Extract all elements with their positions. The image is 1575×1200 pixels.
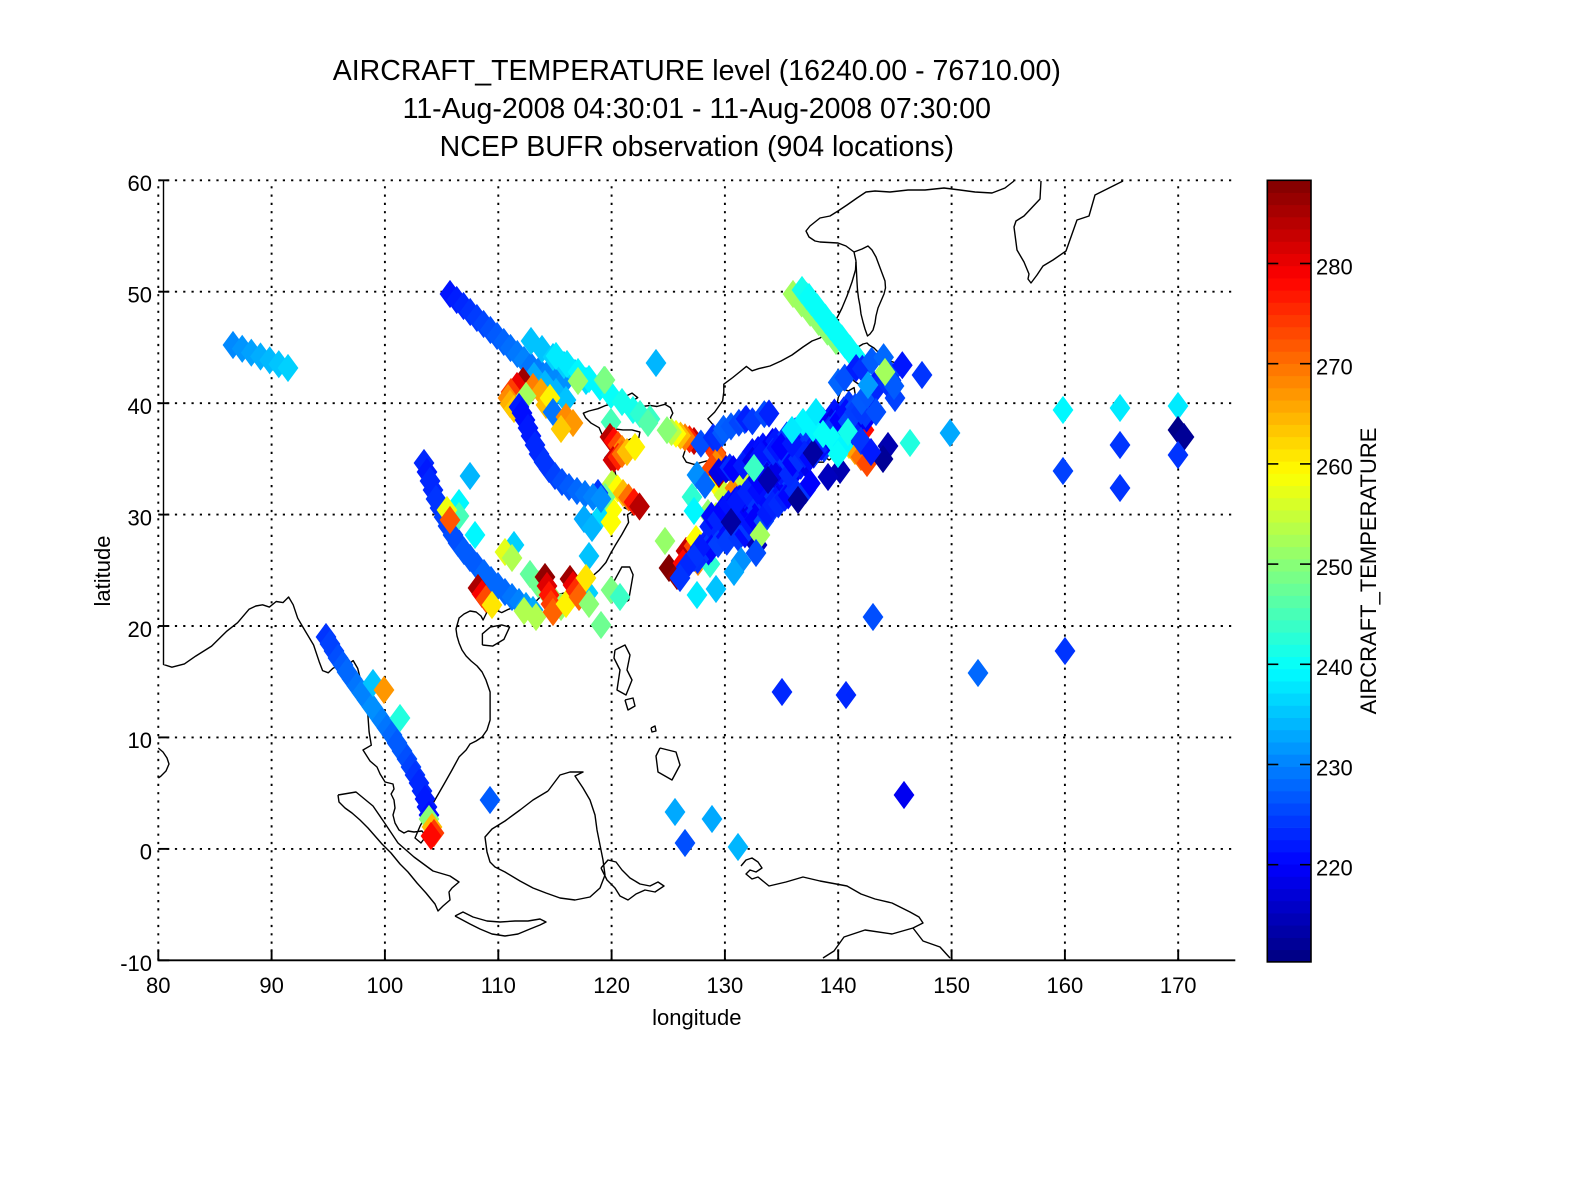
svg-text:140: 140 [820, 973, 857, 998]
svg-text:10: 10 [128, 728, 152, 753]
svg-text:40: 40 [128, 394, 152, 419]
svg-text:50: 50 [128, 283, 152, 308]
svg-text:NCEP BUFR observation (904 loc: NCEP BUFR observation (904 locations) [440, 131, 954, 163]
svg-text:AIRCRAFT_TEMPERATURE level (16: AIRCRAFT_TEMPERATURE level (16240.00 - 7… [333, 55, 1061, 87]
svg-text:-10: -10 [120, 951, 152, 976]
svg-text:160: 160 [1047, 973, 1084, 998]
svg-text:60: 60 [128, 171, 152, 196]
svg-text:230: 230 [1316, 755, 1353, 780]
svg-text:130: 130 [707, 973, 744, 998]
svg-text:30: 30 [128, 505, 152, 530]
svg-text:100: 100 [367, 973, 404, 998]
svg-text:270: 270 [1316, 355, 1353, 380]
svg-text:longitude: longitude [652, 1005, 741, 1030]
svg-text:150: 150 [933, 973, 970, 998]
svg-text:220: 220 [1316, 856, 1353, 881]
svg-text:110: 110 [481, 973, 516, 998]
svg-text:11-Aug-2008 04:30:01 - 11-Aug-: 11-Aug-2008 04:30:01 - 11-Aug-2008 07:30… [403, 93, 991, 125]
svg-text:250: 250 [1316, 555, 1353, 580]
svg-text:280: 280 [1316, 254, 1353, 279]
svg-text:20: 20 [128, 617, 152, 642]
svg-text:90: 90 [259, 973, 283, 998]
svg-text:240: 240 [1316, 655, 1353, 680]
svg-text:170: 170 [1160, 973, 1197, 998]
svg-text:0: 0 [140, 840, 152, 865]
svg-text:260: 260 [1316, 455, 1353, 480]
svg-text:AIRCRAFT_TEMPERATURE: AIRCRAFT_TEMPERATURE [1356, 428, 1381, 715]
svg-text:latitude: latitude [90, 536, 115, 607]
svg-text:120: 120 [593, 973, 630, 998]
svg-text:80: 80 [146, 973, 170, 998]
